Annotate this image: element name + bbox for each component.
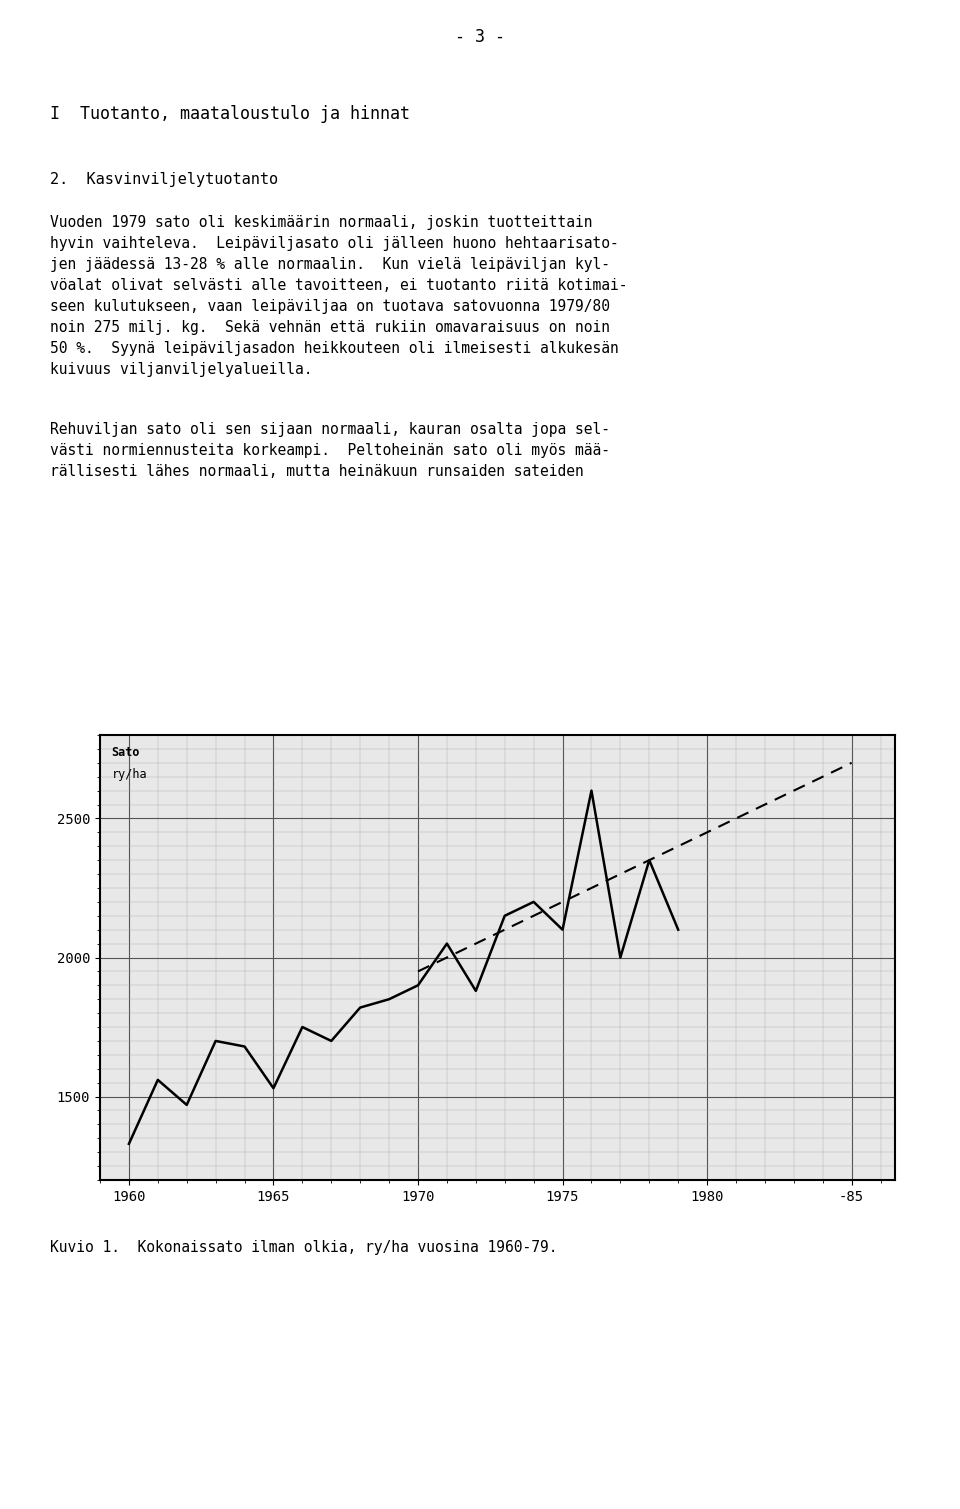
Text: västi normiennusteita korkeampi.  Peltoheinän sato oli myös mää-: västi normiennusteita korkeampi. Peltohe… (50, 444, 610, 459)
Text: Sato: Sato (111, 745, 140, 759)
Text: hyvin vaihteleva.  Leipäviljasato oli jälleen huono hehtaarisato-: hyvin vaihteleva. Leipäviljasato oli jäl… (50, 235, 619, 250)
Text: Kuvio 1.  Kokonaissato ilman olkia, ry/ha vuosina 1960-79.: Kuvio 1. Kokonaissato ilman olkia, ry/ha… (50, 1240, 558, 1255)
Text: - 3 -: - 3 - (455, 29, 505, 45)
Text: ry/ha: ry/ha (111, 768, 147, 782)
Text: Rehuviljan sato oli sen sijaan normaali, kauran osalta jopa sel-: Rehuviljan sato oli sen sijaan normaali,… (50, 423, 610, 438)
Text: 50 %.  Syynä leipäviljasadon heikkouteen oli ilmeisesti alkukesän: 50 %. Syynä leipäviljasadon heikkouteen … (50, 341, 619, 356)
Text: rällisesti lähes normaali, mutta heinäkuun runsaiden sateiden: rällisesti lähes normaali, mutta heinäku… (50, 463, 584, 478)
Text: seen kulutukseen, vaan leipäviljaa on tuotava satovuonna 1979/80: seen kulutukseen, vaan leipäviljaa on tu… (50, 299, 610, 314)
Text: Vuoden 1979 sato oli keskimäärin normaali, joskin tuotteittain: Vuoden 1979 sato oli keskimäärin normaal… (50, 214, 592, 229)
Text: vöalat olivat selvästi alle tavoitteen, ei tuotanto riitä kotimai-: vöalat olivat selvästi alle tavoitteen, … (50, 278, 628, 293)
Text: I  Tuotanto, maataloustulo ja hinnat: I Tuotanto, maataloustulo ja hinnat (50, 106, 410, 124)
Text: jen jäädessä 13-28 % alle normaalin.  Kun vielä leipäviljan kyl-: jen jäädessä 13-28 % alle normaalin. Kun… (50, 257, 610, 272)
Text: noin 275 milj. kg.  Sekä vehnän että rukiin omavaraisuus on noin: noin 275 milj. kg. Sekä vehnän että ruki… (50, 320, 610, 335)
Text: 2.  Kasvinviljelytuotanto: 2. Kasvinviljelytuotanto (50, 172, 278, 187)
Text: kuivuus viljanviljelyalueilla.: kuivuus viljanviljelyalueilla. (50, 362, 313, 377)
